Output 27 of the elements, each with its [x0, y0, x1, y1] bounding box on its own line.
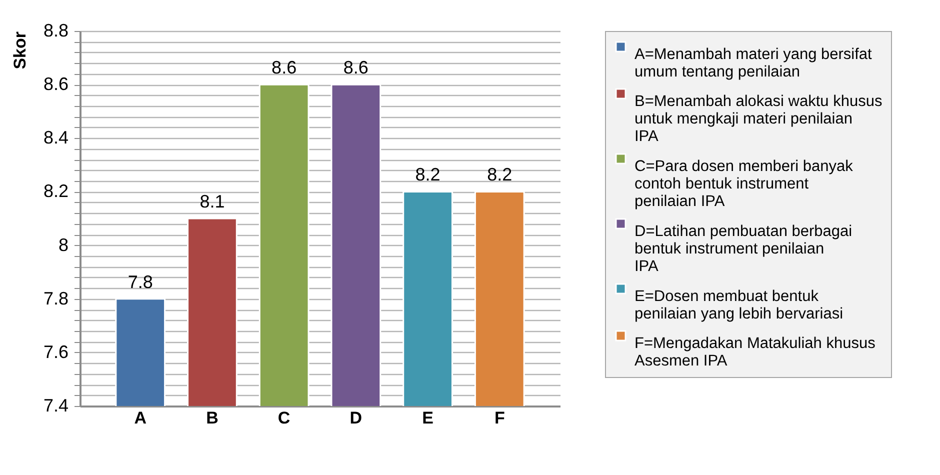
- x-tick-label: E: [422, 408, 434, 428]
- legend-label: A=Menambah materi yang bersifat umum tentang penilaian: [634, 46, 873, 80]
- y-tick-label: 8.8: [43, 20, 68, 40]
- y-tick-label: 7.4: [43, 396, 68, 416]
- legend-label: F=Mengadakan Matakuliah khusus Asesmen IPA: [634, 334, 876, 370]
- y-tick-label: 7.6: [43, 342, 68, 362]
- legend-label: D=Latihan pembuatan berbagai bentuk instrument penilaian IPA: [634, 222, 852, 275]
- x-tick-label: F: [494, 408, 505, 428]
- x-tick-label: C: [278, 408, 290, 428]
- data-label: 8.2: [487, 164, 512, 185]
- data-label: 8.6: [272, 58, 297, 78]
- data-label: 8.6: [343, 58, 368, 78]
- x-tick-label: A: [134, 408, 146, 428]
- y-tick-label: 8.6: [43, 74, 68, 94]
- legend-label: B=Menambah alokasi waktu khusus untuk mengkaji materi penilaian IPA: [634, 92, 882, 145]
- x-tick-label: D: [350, 408, 362, 428]
- y-tick-label: 8.2: [43, 181, 68, 202]
- y-tick-label: 8.4: [43, 128, 68, 148]
- y-tick-label: 7.8: [43, 288, 68, 308]
- legend-label: C=Para dosen memberi banyak contoh bentuk instrument penilaian IPA: [634, 158, 854, 210]
- legend-label: E=Dosen membuat bentuk penilaian yang lebih bervariasi: [634, 288, 844, 322]
- y-tick-label: 8: [58, 234, 68, 255]
- data-label: 8.1: [200, 192, 225, 212]
- data-label: 7.8: [128, 272, 153, 292]
- data-label: 8.2: [415, 164, 440, 185]
- x-tick-label: B: [206, 408, 218, 428]
- y-axis-title: Skor: [10, 31, 30, 70]
